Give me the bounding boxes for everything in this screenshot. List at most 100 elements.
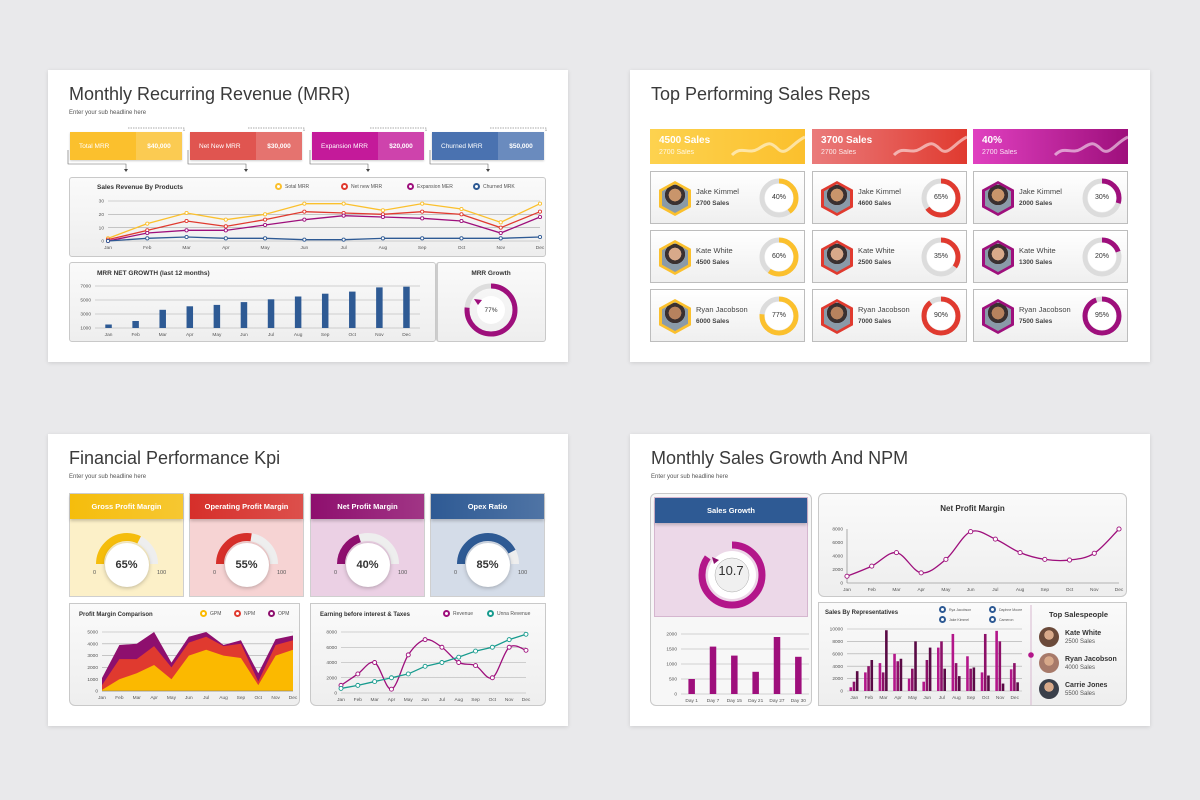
data-point xyxy=(184,228,189,233)
slide-financial-kpi: Financial Performance Kpi Enter your sub… xyxy=(48,434,568,726)
x-tick-label: Jan xyxy=(98,695,106,701)
x-tick-label: Mar xyxy=(182,245,191,251)
bar xyxy=(855,671,859,691)
dashed-connector xyxy=(128,127,185,132)
sales-growth-title: Sales Growth xyxy=(655,498,807,523)
bar xyxy=(267,299,275,328)
margin-panel: Profit Margin Comparison GPM NPM OPM 0 1000… xyxy=(69,603,300,706)
data-point xyxy=(372,660,378,665)
data-point xyxy=(389,675,394,681)
y-tick-label: 1000 xyxy=(80,326,91,332)
x-tick-label: Sep xyxy=(1041,587,1050,593)
rep-name: Ryan Jacobson xyxy=(696,305,748,314)
page-title: Financial Performance Kpi xyxy=(69,448,281,468)
legend-marker-icon xyxy=(200,610,207,617)
rep-sales: 4600 Sales xyxy=(858,200,892,207)
rep-card[interactable]: Kate White 1300 Sales 20% xyxy=(973,230,1128,283)
legend-marker-icon xyxy=(487,610,494,617)
x-tick-label: Day 30 xyxy=(791,698,807,704)
avatar xyxy=(1039,679,1059,699)
kpi-card[interactable]: Churned MRR $50,000 xyxy=(432,132,544,160)
rep-card[interactable]: Jake Kimmel 2700 Sales 40% xyxy=(650,171,805,224)
x-tick-label: Day 27 xyxy=(769,698,785,704)
reps-chart: 0 2000 4000 6000 8000 10000 Jan Feb Mar Apr May Jun… xyxy=(830,605,1034,705)
squiggle-decoration-icon xyxy=(1053,135,1128,157)
ebit-title: Earning before interest & Taxes xyxy=(320,612,410,618)
top-salesperson[interactable]: Ryan Jacobson 4000 Sales xyxy=(1039,653,1117,673)
rep-card[interactable]: Ryan Jacobson 7000 Sales 90% xyxy=(812,289,967,342)
y-tick-label: 6000 xyxy=(832,540,843,546)
x-tick-label: Oct xyxy=(349,332,357,338)
series-line xyxy=(107,211,541,241)
legend-item: Sotal MRR xyxy=(275,183,309,190)
kpi-card[interactable]: Net New MRR $30,000 xyxy=(190,132,302,160)
arrow-down-icon xyxy=(486,169,490,172)
legend-label: Revenue xyxy=(453,610,474,617)
gauge-max-label: 100 xyxy=(518,570,528,576)
rep-name: Kate White xyxy=(1019,246,1056,255)
rep-card[interactable]: Kate White 4500 Sales 60% xyxy=(650,230,805,283)
value-circle xyxy=(714,557,750,593)
legend-label: NPM xyxy=(244,610,256,617)
summary-sub: 2700 Sales xyxy=(982,149,1018,156)
legend-marker-icon xyxy=(234,610,241,617)
bar xyxy=(925,660,929,691)
bar xyxy=(186,306,194,328)
data-point xyxy=(380,236,385,241)
revenue-title: Sales Revenue By Products xyxy=(97,184,183,191)
y-tick-label: 8000 xyxy=(832,639,843,645)
kpi-card[interactable]: Total MRR $40,000 xyxy=(70,132,182,160)
x-tick-label: Apr xyxy=(150,695,158,701)
rep-card[interactable]: Jake Kimmel 4600 Sales 65% xyxy=(812,171,967,224)
rep-card[interactable]: Jake Kimmel 2000 Sales 30% xyxy=(973,171,1128,224)
x-tick-label: Mar xyxy=(879,695,888,701)
x-tick-label: Dec xyxy=(536,245,545,251)
rep-card[interactable]: Ryan Jacobson 7500 Sales 95% xyxy=(973,289,1128,342)
bar xyxy=(294,296,302,328)
legend-label: Jake Kimmel xyxy=(949,617,970,622)
x-tick-label: Day 21 xyxy=(748,698,764,704)
rep-card[interactable]: Ryan Jacobson 6000 Sales 77% xyxy=(650,289,805,342)
arrow-down-icon xyxy=(244,169,248,172)
gauge-min-label: 0 xyxy=(334,570,338,576)
summary-sub: 2700 Sales xyxy=(821,149,857,156)
x-tick-label: Sep xyxy=(471,697,480,703)
legend-item: Daphne Moore xyxy=(989,606,1022,613)
x-tick-label: Nov xyxy=(271,695,280,701)
x-tick-label: Jan xyxy=(104,245,112,251)
data-point xyxy=(341,213,346,218)
y-tick-label: 6000 xyxy=(326,645,337,651)
data-point xyxy=(422,637,428,643)
kpi-card[interactable]: Expansion MRR $20,000 xyxy=(312,132,424,160)
growth-title: MRR NET GROWTH (last 12 months) xyxy=(97,270,210,277)
rep-sales: 1300 Sales xyxy=(1019,259,1053,266)
pointer-icon xyxy=(474,299,482,305)
data-point xyxy=(456,654,462,660)
data-point xyxy=(263,217,268,222)
y-tick-label: 5000 xyxy=(80,298,91,304)
summary-value: 40% xyxy=(982,135,1003,146)
donut-title: MRR Growth xyxy=(471,270,511,277)
data-point xyxy=(459,218,464,224)
x-tick-label: Apr xyxy=(186,332,194,338)
y-tick-label: 2000 xyxy=(832,567,843,573)
top-salesperson[interactable]: Carrie Jones 5500 Sales xyxy=(1039,679,1107,699)
x-tick-label: Dec xyxy=(289,695,298,701)
kpi-value: $20,000 xyxy=(378,132,424,160)
bar xyxy=(731,655,738,694)
data-point xyxy=(498,225,503,230)
data-point xyxy=(338,685,344,691)
rep-sales: 2700 Sales xyxy=(696,200,730,207)
top-salesperson[interactable]: Kate White 2500 Sales xyxy=(1039,627,1101,647)
rep-card[interactable]: Kate White 2500 Sales 35% xyxy=(812,230,967,283)
x-tick-label: Jul xyxy=(992,587,998,593)
x-tick-label: Day 7 xyxy=(707,698,720,704)
bar xyxy=(980,672,984,691)
gauge-arc xyxy=(96,533,158,587)
y-tick-label: 4000 xyxy=(326,660,337,666)
gauge-max-label: 100 xyxy=(398,570,408,576)
x-tick-label: Aug xyxy=(379,245,388,251)
data-point xyxy=(459,236,464,241)
bar xyxy=(907,678,911,691)
legend-label: Unna Revenue xyxy=(497,610,531,617)
